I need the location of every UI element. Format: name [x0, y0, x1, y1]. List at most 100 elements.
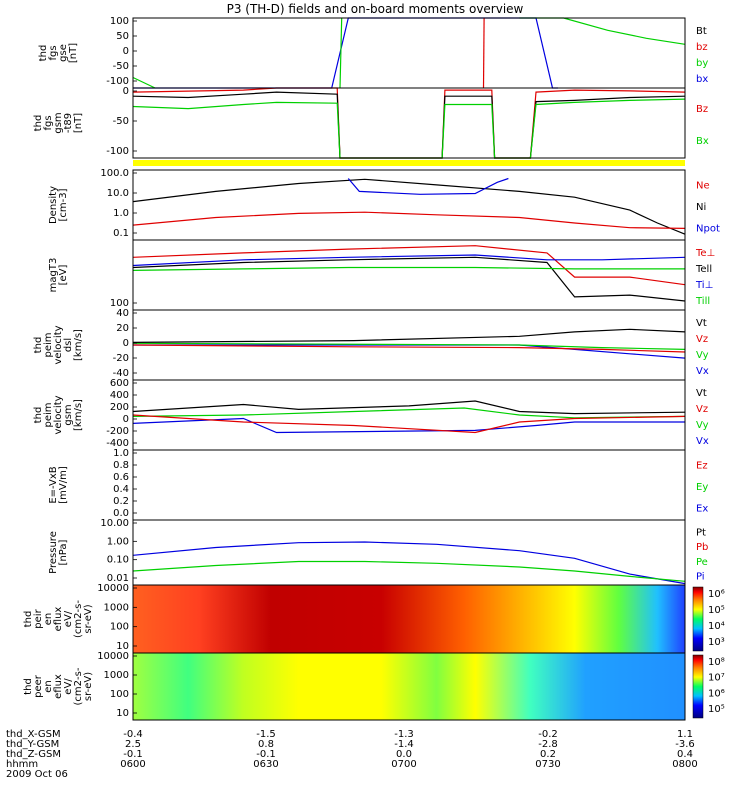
legend-label: Vx: [696, 436, 709, 447]
y-axis-label: gsm: [63, 404, 74, 425]
panel-pressure: Pt Pb Pe Pi 10.00 1.00 0.10 0.01 Pressure [nPa]: [48, 518, 708, 586]
legend-label: Bx: [696, 136, 709, 147]
series-line-blue: [347, 177, 509, 195]
legend-label: Vt: [696, 318, 707, 329]
footer-value: -0.2: [538, 729, 558, 740]
y-tick-label: -400: [106, 438, 129, 449]
series-line-green: [132, 560, 686, 582]
y-tick-label: 10: [116, 708, 129, 719]
legend-label: Bz: [696, 104, 708, 115]
y-axis-label: fgs: [48, 45, 59, 60]
y-axis-label: [mV/m]: [58, 466, 69, 504]
series-line-black: [132, 256, 686, 302]
panel-frame: [132, 169, 686, 241]
y-tick-label: 0.01: [107, 573, 129, 584]
y-tick-label: 0.1: [113, 228, 129, 239]
legend-label: Ex: [696, 503, 708, 514]
colorbar-tick-label: 10⁵: [708, 704, 725, 715]
colorbar-tick-label: 10⁶: [708, 688, 725, 699]
panel-peer-spectrogram: 10⁸ 10⁷ 10⁶ 10⁵ 10000 1000 100 10 thd peer en eflux…: [23, 651, 725, 721]
y-tick-label: 50: [116, 31, 129, 42]
y-tick-label: 0.0: [113, 508, 129, 519]
y-axis-label: thd: [33, 115, 44, 132]
legend-label: Ni: [696, 202, 706, 213]
y-axis-label: eV/: [63, 678, 74, 695]
y-tick-label: 100: [110, 298, 129, 309]
y-tick-label: 10000: [97, 583, 129, 594]
footer-value: 0800: [672, 759, 697, 770]
series-line-blue: [133, 17, 558, 89]
y-tick-label: 200: [110, 402, 129, 413]
series-line-green: [132, 407, 686, 419]
y-tick-label: 40: [116, 308, 129, 319]
y-tick-label: 10.00: [100, 518, 129, 529]
panel-velocity-dsl: Vt Vz Vy Vx 40 20 0 -20 -40 thd peim velocity dsl [km…: [33, 308, 709, 381]
spectrogram-image: [133, 653, 685, 720]
y-axis-label: E=-VxB: [48, 466, 59, 503]
y-axis-label: thd: [23, 678, 34, 695]
panel-magT3: Te⊥ Tell Ti⊥ Till 100 magT3 [eV]: [48, 239, 715, 311]
footer: thd_X-GSM -0.4 -1.5 -1.3 -0.2 1.1 thd_Y-GSM 2.5…: [6, 729, 698, 780]
figure-title: P3 (TH-D) fields and on-board moments ov…: [227, 2, 524, 16]
footer-row-label: thd_Y-GSM: [6, 739, 59, 750]
legend-label: Pt: [696, 527, 706, 538]
y-tick-label: 1.0: [113, 208, 129, 219]
series-line-black: [132, 91, 686, 159]
y-axis-label: (cm2-s-: [73, 667, 84, 705]
legend-label: Till: [695, 296, 710, 307]
panel-density: Ne Ni Npot 100.0 10.0 1.0 0.1 Density [cm-3]: [48, 168, 720, 241]
y-tick-label: 10.0: [107, 188, 129, 199]
y-axis-label: thd: [38, 45, 49, 62]
y-axis-label: peer: [33, 674, 44, 698]
legend-label: Vy: [696, 350, 709, 361]
y-axis-label: en: [43, 613, 54, 626]
footer-value: -3.6: [675, 739, 695, 750]
legend-label: Te⊥: [695, 248, 715, 259]
y-axis-label: magT3: [48, 258, 59, 293]
y-tick-label: 20: [116, 323, 129, 334]
legend-label: Ne: [696, 181, 710, 192]
legend-label: Ey: [696, 482, 708, 493]
y-axis-label: peim: [43, 332, 54, 357]
y-tick-label: 0: [123, 338, 129, 349]
series-line-red: [132, 414, 686, 434]
series-line-black: [132, 178, 686, 235]
y-tick-label: 0: [123, 414, 129, 425]
spectrogram-image: [133, 585, 685, 653]
series-line-green: [339, 17, 343, 89]
y-axis-label: eV/: [63, 610, 74, 627]
y-tick-label: 0.10: [107, 555, 129, 566]
legend-label: Ti⊥: [695, 280, 713, 291]
y-tick-label: -200: [106, 426, 129, 437]
series-line-green: [132, 266, 685, 271]
panel-peir-spectrogram: 10⁶ 10⁵ 10⁴ 10³ 10000 1000 100 10 thd peir en eflux…: [23, 583, 725, 654]
panel-frame: [132, 449, 686, 521]
legend-label: Vt: [696, 388, 707, 399]
colorbar-tick-label: 10³: [708, 637, 725, 648]
y-axis-label: thd: [33, 407, 44, 424]
series-line-red: [132, 245, 686, 286]
colorbar-tick-label: 10⁵: [708, 605, 725, 616]
y-axis-label: velocity: [53, 395, 64, 434]
colorbar-tick-label: 10⁷: [708, 673, 725, 684]
legend-label: Ez: [696, 461, 708, 472]
series-line-green: [132, 76, 156, 89]
y-tick-label: 100: [110, 689, 129, 700]
panel-fgs-gsm: Bz Bx 0 -50 -100 thd fgs gsm -t89 [nT]: [33, 86, 709, 166]
y-axis-label: peim: [43, 402, 54, 427]
footer-date: 2009 Oct 06: [6, 769, 68, 780]
series-line-blue: [132, 417, 685, 434]
y-axis-label: [km/s]: [73, 329, 84, 361]
footer-row-label: hhmm: [6, 759, 38, 770]
series-line-green: [132, 98, 686, 159]
y-tick-label: 0.4: [113, 484, 129, 495]
footer-row-label: thd_X-GSM: [6, 729, 61, 740]
panel-frame: [132, 519, 686, 586]
y-tick-label: 0.6: [113, 472, 129, 483]
y-axis-label: [km/s]: [73, 399, 84, 431]
y-axis-label: eflux: [53, 607, 64, 632]
yellow-band: [133, 160, 685, 166]
legend-label: by: [696, 58, 708, 69]
